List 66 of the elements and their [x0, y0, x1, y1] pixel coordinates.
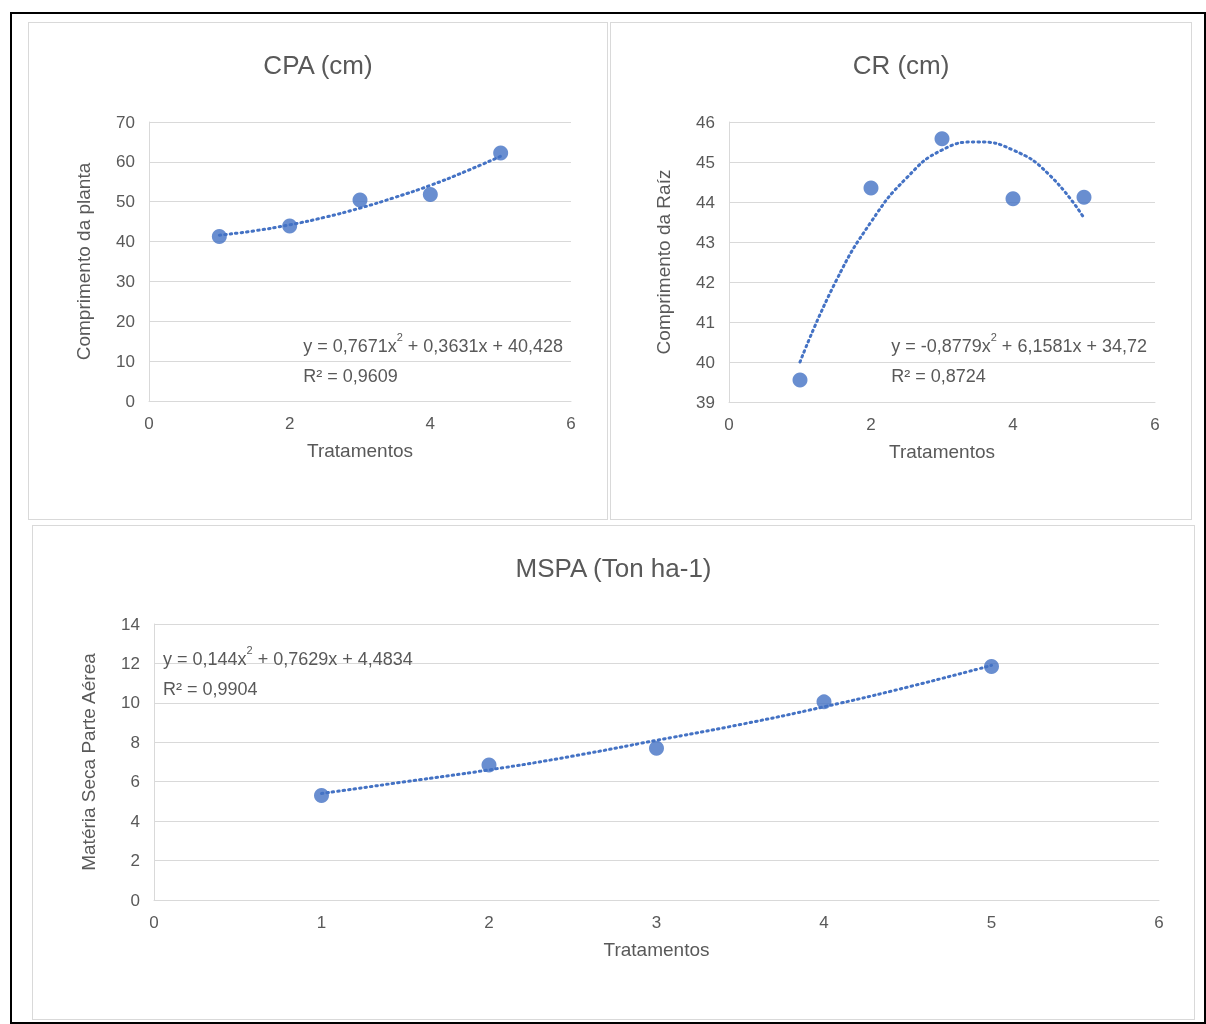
x-axis-title: Tratamentos [889, 441, 995, 462]
y-tick-label: 6 [130, 772, 140, 792]
x-tick-label: 0 [144, 414, 154, 433]
annotation: R² = 0,8724 [891, 366, 986, 386]
point [211, 228, 227, 244]
point [1005, 191, 1021, 207]
y-tick-label: 14 [121, 614, 140, 634]
y-tick-label: 0 [125, 391, 135, 411]
chart-title: MSPA (Ton ha-1) [515, 553, 712, 583]
y-tick-label: 0 [130, 890, 140, 910]
x-tick-label: 1 [316, 913, 327, 932]
y-tick-label: 39 [696, 392, 715, 412]
y-tick-label: 2 [130, 851, 140, 871]
point [649, 740, 664, 756]
y-tick-label: 20 [116, 311, 135, 331]
point [314, 788, 329, 804]
y-tick-label: 42 [696, 272, 715, 292]
y-axis-title: Matéria Seca Parte Aérea [78, 652, 99, 871]
point [282, 218, 298, 234]
y-tick-label: 30 [116, 271, 135, 291]
point [816, 694, 832, 710]
y-tick-label: 45 [696, 152, 715, 172]
x-tick-label: 6 [1150, 415, 1160, 434]
x-tick-label: 5 [986, 913, 997, 932]
y-tick-label: 46 [696, 112, 715, 132]
y-tick-label: 43 [696, 232, 715, 252]
y-tick-label: 41 [696, 312, 715, 332]
annotation: R² = 0,9904 [163, 679, 258, 699]
x-tick-label: 6 [1154, 913, 1164, 932]
y-tick-label: 40 [696, 352, 715, 372]
y-tick-label: 12 [121, 653, 140, 673]
x-tick-label: 4 [425, 414, 436, 433]
x-tick-label: 2 [484, 913, 494, 932]
y-tick-label: 70 [116, 112, 135, 132]
x-axis-title: Tratamentos [307, 440, 413, 461]
x-tick-label: 2 [866, 415, 876, 434]
y-tick-label: 10 [116, 351, 135, 371]
chart-title: CPA (cm) [263, 50, 373, 80]
y-tick-label: 60 [116, 152, 135, 172]
point [481, 757, 497, 773]
x-tick-label: 0 [724, 415, 734, 434]
point [352, 192, 368, 208]
y-tick-label: 4 [130, 811, 140, 831]
y-axis-title: Comprimento da planta [73, 162, 94, 361]
point [493, 145, 509, 161]
point [934, 131, 950, 147]
point [1076, 189, 1092, 205]
y-tick-label: 44 [696, 192, 715, 212]
x-tick-label: 4 [1008, 415, 1018, 434]
chart-title: CR (cm) [852, 50, 950, 80]
x-axis-title: Tratamentos [603, 939, 710, 960]
point [792, 372, 808, 388]
y-tick-label: 50 [116, 192, 135, 212]
y-axis-title: Comprimento da Raíz [653, 169, 674, 355]
y-tick-label: 10 [121, 693, 140, 713]
x-tick-label: 3 [651, 913, 662, 932]
y-tick-label: 40 [116, 232, 135, 252]
point [863, 180, 879, 196]
x-tick-label: 4 [819, 913, 829, 932]
x-tick-label: 6 [566, 414, 576, 433]
y-tick-label: 8 [130, 732, 140, 752]
point [422, 187, 438, 203]
annotation: R² = 0,9609 [303, 366, 398, 386]
point [984, 658, 999, 674]
x-tick-label: 0 [149, 913, 159, 932]
x-tick-label: 2 [284, 414, 295, 433]
